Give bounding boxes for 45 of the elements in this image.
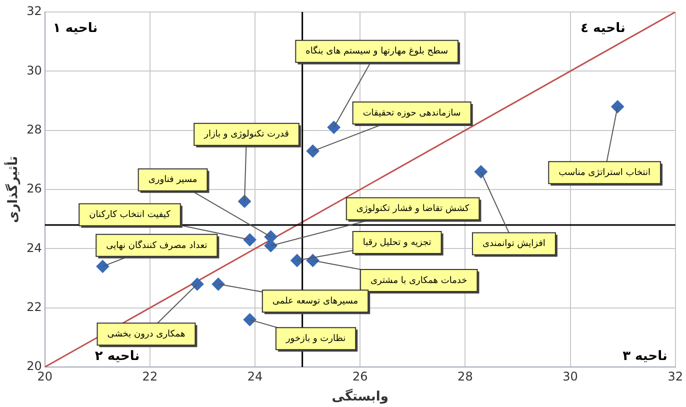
annotation: مسیر فناوری xyxy=(148,175,198,186)
point xyxy=(611,100,624,114)
y-tick-label: 28 xyxy=(26,122,42,136)
annotation: سطح بلوغ مهارتها و سیستم های بنگاه xyxy=(306,44,448,57)
x-tick-label: 28 xyxy=(458,369,473,384)
annotation: کیفیت انتخاب کارکنان xyxy=(89,210,172,220)
x-tick-label: 26 xyxy=(352,369,368,384)
point xyxy=(243,313,256,326)
annotation: ناحیه ٤ xyxy=(580,20,626,36)
annotation: مسیرهای توسعه علمی xyxy=(272,296,358,307)
annotation: تعداد مصرف کنندگان نهایی xyxy=(106,238,208,251)
annotation: همکاری درون بخشی xyxy=(107,330,186,340)
annotation: ناحیه ۲ xyxy=(94,348,140,364)
point xyxy=(238,194,252,208)
point xyxy=(306,144,320,158)
point xyxy=(474,165,488,178)
annotation: ناحیه ۳ xyxy=(622,348,668,364)
annotation: خدمات همکاری با مشتری xyxy=(370,276,468,286)
y-axis-title: تأثیرگذاری xyxy=(4,156,22,223)
point xyxy=(327,120,340,134)
point xyxy=(96,260,110,273)
y-tick-label: 26 xyxy=(26,182,42,196)
annotation: افزایش توانمندی xyxy=(482,239,546,250)
point xyxy=(212,278,225,291)
x-tick-label: 32 xyxy=(668,369,684,384)
x-tick-label: 22 xyxy=(142,369,158,384)
annotation: ناحیه ۱ xyxy=(52,20,98,36)
x-tick-label: 30 xyxy=(562,369,578,384)
y-tick-label: 24 xyxy=(26,240,42,255)
x-tick-label: 24 xyxy=(247,369,263,384)
point xyxy=(243,233,256,246)
annotation: کشش تقاضا و فشار تکنولوژی xyxy=(356,204,470,214)
y-tick-label: 22 xyxy=(26,300,42,314)
annotation: سازماندهی حوزه تحقیقات xyxy=(362,108,461,118)
point xyxy=(190,278,204,291)
annotation: نظارت و بازخور xyxy=(284,334,346,344)
annotation: انتخاب استراتژی مناسب xyxy=(558,168,651,178)
annotation: قدرت تکنولوژی و بازار xyxy=(203,130,289,140)
x-axis-title: وابستگی xyxy=(332,388,388,405)
annotation: تجزیه و تحلیل رقبا xyxy=(362,238,432,248)
x-tick-label: 20 xyxy=(37,369,53,384)
point xyxy=(264,239,278,252)
y-tick-label: 32 xyxy=(26,4,42,18)
point xyxy=(290,254,304,267)
y-tick-label: 30 xyxy=(26,63,42,78)
